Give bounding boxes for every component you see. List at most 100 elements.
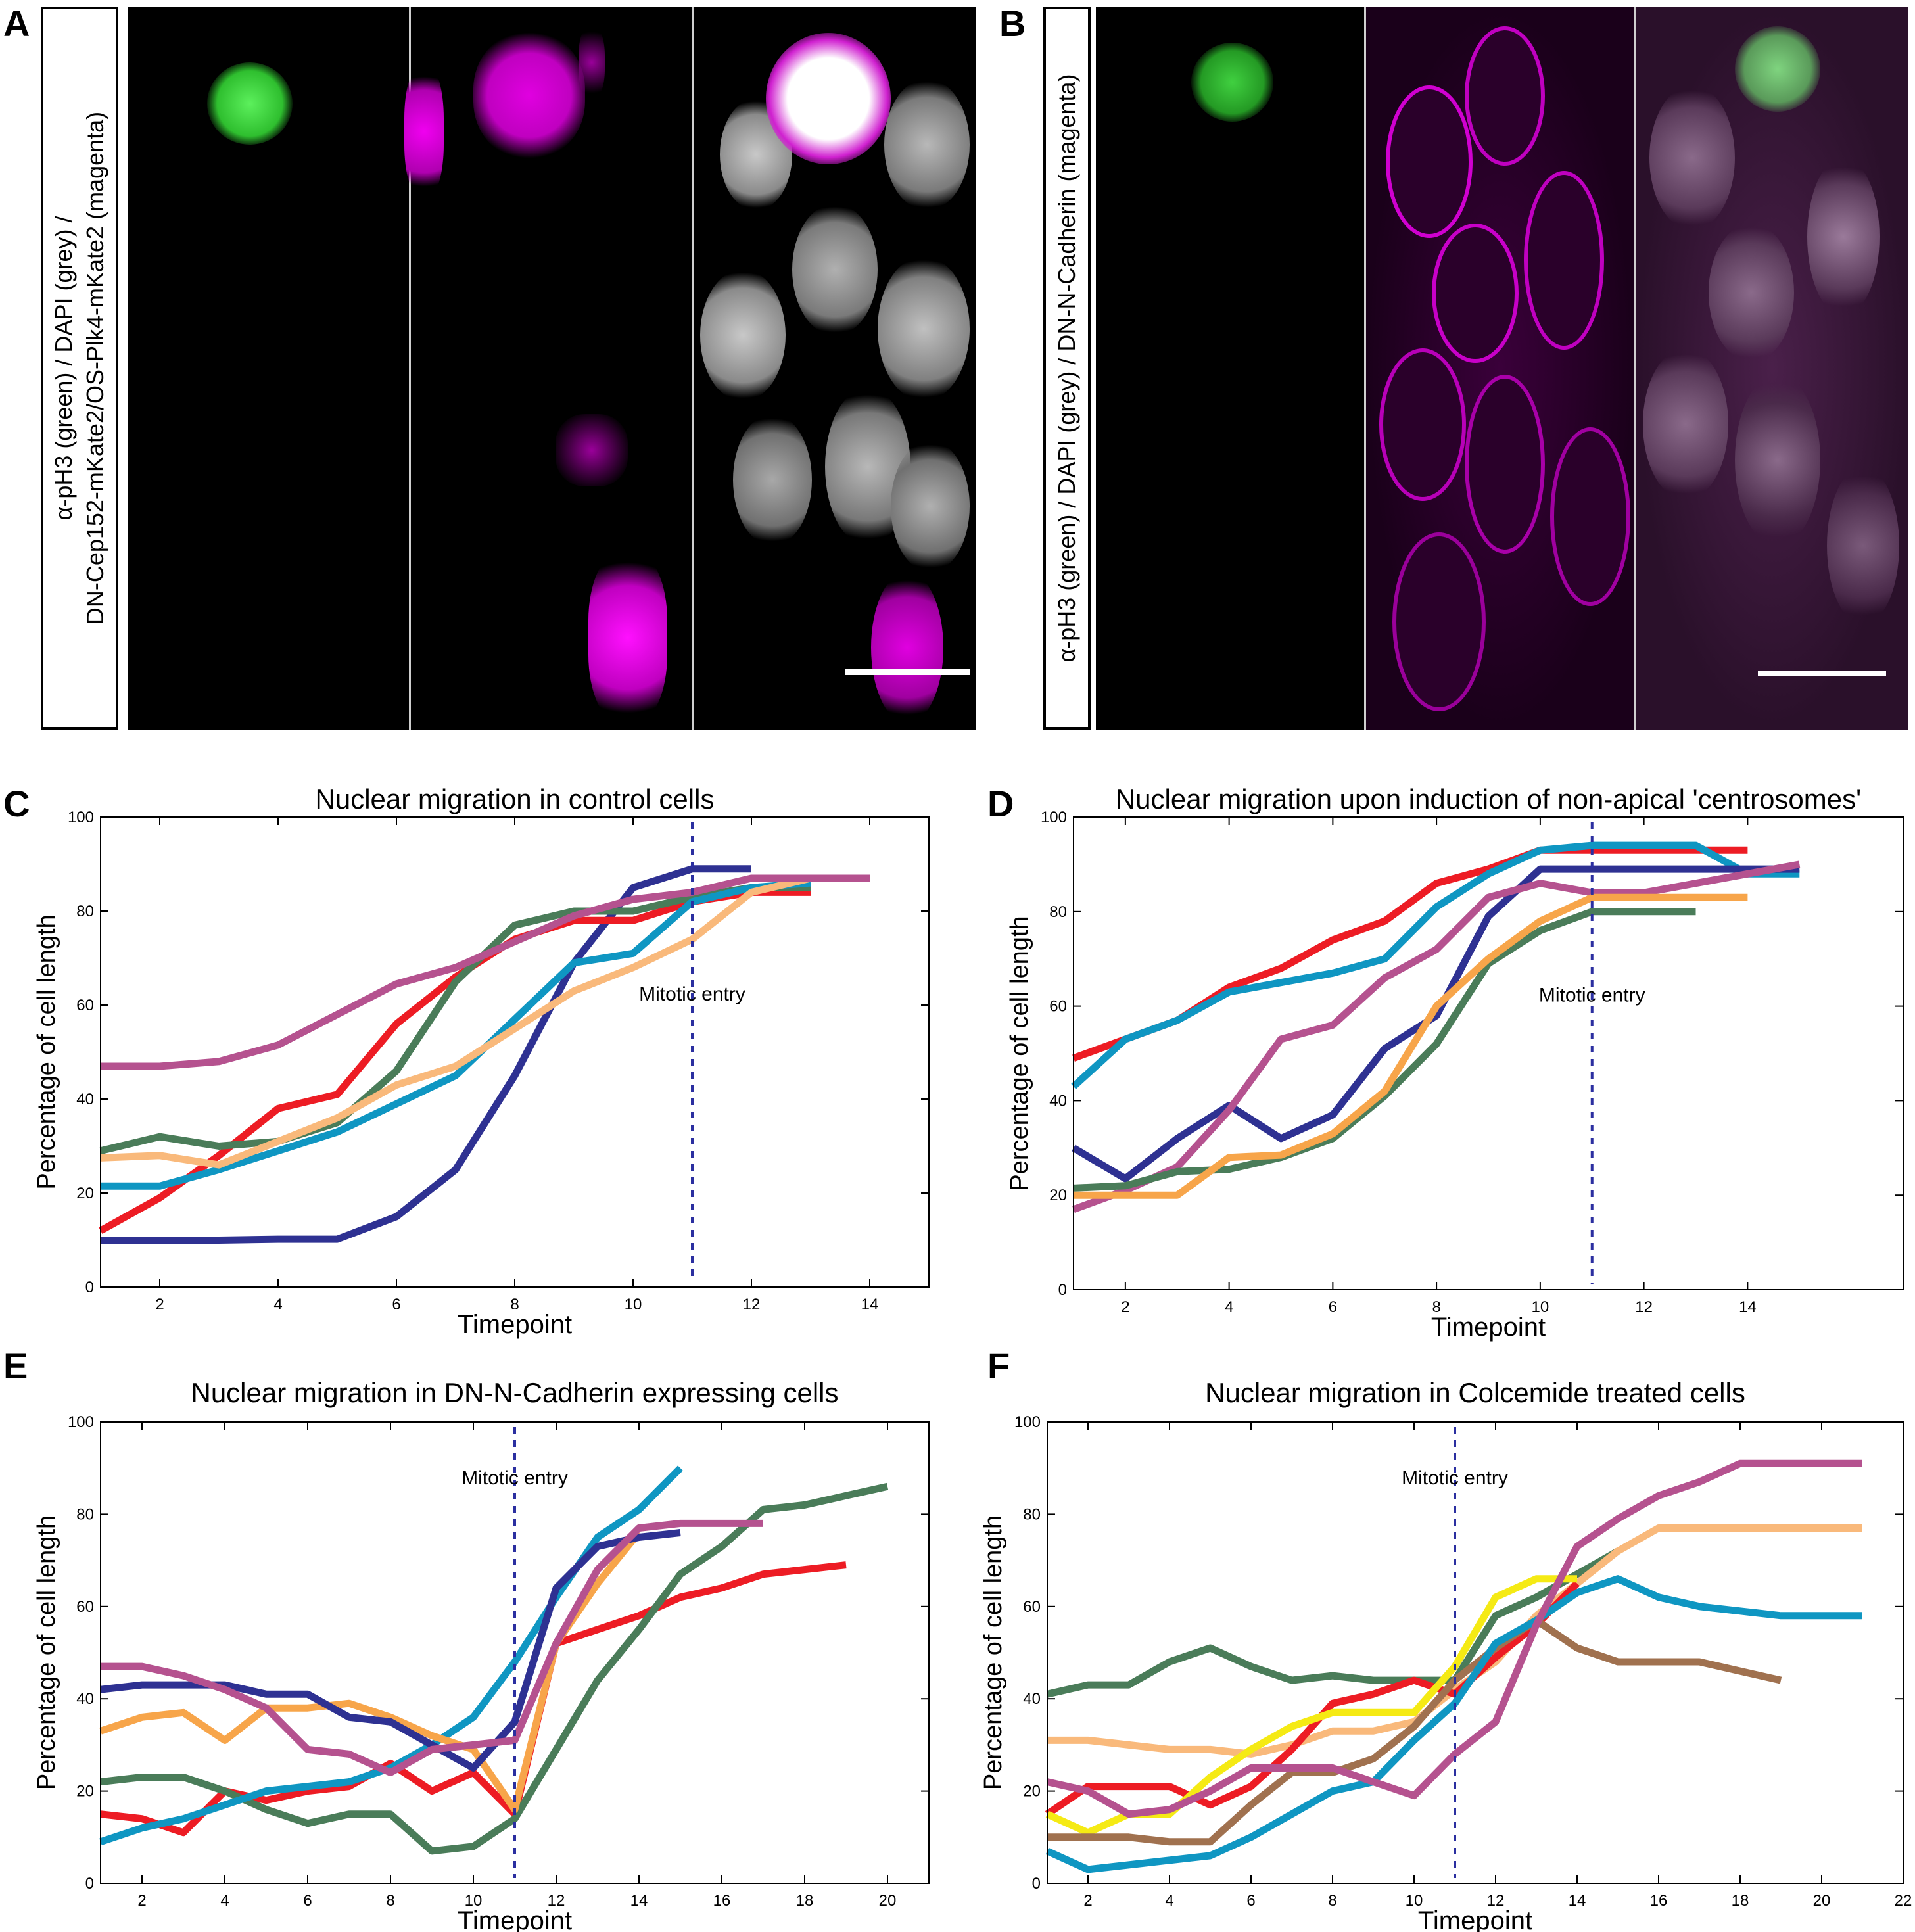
chart-e-series-orange-line (99, 1530, 642, 1814)
chart-f-x-tick-label: 14 (1569, 1892, 1586, 1910)
chart-e-series-navy-line (100, 1529, 681, 1772)
chart-d-series-orange-line (1074, 893, 1748, 1199)
chart-e-mitotic-entry-label: Mitotic entry (461, 1467, 568, 1489)
micrograph-b-divider-2 (1634, 7, 1636, 730)
chart-d-y-tick-label: 40 (1049, 1092, 1067, 1110)
chart-d-series-navy-line (1072, 865, 1800, 1183)
panel-letter-b: B (999, 3, 1026, 44)
chart-e-x-tick-label: 14 (630, 1892, 648, 1910)
chart-e-series-cyan-line (99, 1465, 683, 1846)
micrograph-b-green-channel (1096, 7, 1364, 730)
micrograph-a-divider-2 (692, 7, 694, 730)
chart-f-series-brown-line (1047, 1616, 1782, 1846)
chart-e-x-tick-label: 16 (713, 1892, 731, 1910)
chart-c-x-tick-label: 12 (743, 1296, 761, 1313)
chart-c-series-green-line (99, 884, 811, 1155)
chart-e-series-red-line (100, 1561, 847, 1837)
chart-f-y-tick-label: 20 (1023, 1783, 1041, 1801)
chart-e-y-tick-label: 80 (76, 1505, 94, 1523)
chart-d-y-tick-label: 0 (1058, 1281, 1067, 1299)
micrograph-a-green-channel (128, 7, 409, 730)
chart-e-x-tick-label: 12 (548, 1892, 565, 1910)
chart-d-series-pink-line (1072, 860, 1801, 1213)
chart-f-y-tick-label: 80 (1023, 1505, 1041, 1523)
chart-d-x-tick-label: 6 (1329, 1298, 1337, 1316)
chart-c-x-tick-label: 10 (625, 1296, 642, 1313)
chart-d-x-axis-label: Timepoint (1431, 1313, 1546, 1342)
chart-e-x-tick-label: 10 (465, 1892, 483, 1910)
chart-f-y-axis-label: Percentage of cell length (980, 1515, 1007, 1790)
micrograph-a (128, 7, 976, 730)
chart-d: Nuclear migration upon induction of non-… (1006, 784, 1904, 1342)
micrograph-a-merge-channel (694, 7, 976, 730)
chart-e-y-tick-label: 60 (76, 1598, 94, 1616)
chart-e-x-tick-label: 2 (137, 1892, 146, 1910)
chart-d-x-tick-label: 8 (1432, 1298, 1440, 1316)
chart-f-series-red-line (1045, 1580, 1580, 1818)
chart-c-y-tick-label: 80 (76, 903, 94, 920)
chart-d-y-tick-label: 100 (1041, 809, 1067, 826)
chart-e-y-tick-label: 20 (76, 1783, 94, 1801)
chart-e-x-tick-label: 4 (220, 1892, 229, 1910)
chart-d-x-tick-label: 14 (1739, 1298, 1757, 1316)
chart-f-y-tick-label: 100 (1014, 1413, 1041, 1431)
chart-d-y-tick-label: 60 (1049, 998, 1067, 1016)
chart-f-series-green-line (1046, 1547, 1620, 1698)
micrograph-a-label: α-pH3 (green) / DAPI (grey) / DN-Cep152-… (41, 7, 118, 730)
chart-f-x-tick-label: 6 (1246, 1892, 1255, 1910)
chart-c-x-tick-label: 4 (273, 1296, 282, 1313)
micrograph-a-scale-bar (845, 669, 970, 675)
chart-c-y-tick-label: 100 (68, 809, 94, 826)
micrograph-b-merge-channel (1636, 7, 1908, 730)
chart-e-plot-frame (100, 1421, 930, 1884)
chart-d-y-axis-label: Percentage of cell length (1006, 916, 1033, 1190)
chart-f-x-tick-label: 10 (1406, 1892, 1423, 1910)
chart-c-title: Nuclear migration in control cells (316, 784, 715, 814)
chart-e-x-tick-label: 6 (303, 1892, 312, 1910)
chart-e-series-green-line (100, 1482, 889, 1855)
chart-d-series-green-line (1073, 908, 1696, 1192)
chart-f-y-tick-label: 40 (1023, 1690, 1041, 1708)
chart-c-series-navy-line (101, 865, 751, 1244)
chart-c-series-pink-line (101, 874, 870, 1070)
panel-letter-c: C (3, 783, 30, 824)
chart-f-x-tick-label: 12 (1487, 1892, 1505, 1910)
chart-f-series-pink-line (1046, 1459, 1862, 1818)
chart-c-mitotic-entry-label: Mitotic entry (639, 983, 745, 1005)
chart-e-x-tick-label: 8 (386, 1892, 394, 1910)
micrograph-b-magenta-channel (1366, 7, 1634, 730)
chart-c-y-tick-label: 20 (76, 1185, 94, 1202)
chart-e-x-tick-label: 20 (879, 1892, 897, 1910)
chart-f: Nuclear migration in Colcemide treated c… (980, 1377, 1912, 1932)
chart-e: Nuclear migration in DN-N-Cadherin expre… (33, 1377, 930, 1932)
chart-d-x-tick-label: 10 (1532, 1298, 1549, 1316)
chart-e-x-axis-label: Timepoint (458, 1906, 572, 1932)
chart-c-y-axis-label: Percentage of cell length (33, 914, 60, 1189)
panel-letter-d: D (987, 783, 1014, 824)
chart-f-x-tick-label: 8 (1328, 1892, 1336, 1910)
chart-d-series-cyan-line (1071, 841, 1800, 1089)
chart-f-x-tick-label: 22 (1895, 1892, 1912, 1910)
chart-d-mitotic-entry-label: Mitotic entry (1539, 984, 1645, 1006)
chart-f-x-tick-label: 18 (1732, 1892, 1749, 1910)
panel-letter-e: E (3, 1345, 28, 1386)
chart-c-x-tick-label: 6 (392, 1296, 400, 1313)
chart-d-title: Nuclear migration upon induction of non-… (1116, 784, 1861, 814)
chart-c-y-tick-label: 40 (76, 1091, 94, 1108)
chart-d-x-tick-label: 12 (1635, 1298, 1653, 1316)
chart-d-x-tick-label: 4 (1225, 1298, 1233, 1316)
chart-f-x-tick-label: 20 (1813, 1892, 1831, 1910)
chart-d-y-tick-label: 80 (1049, 903, 1067, 921)
micrograph-b-scale-bar (1758, 671, 1886, 676)
chart-e-y-tick-label: 0 (85, 1875, 94, 1893)
chart-e-y-tick-label: 40 (76, 1690, 94, 1708)
micrograph-b-label: α-pH3 (green) / DAPI (grey) / DN-N-Cadhe… (1043, 7, 1091, 730)
chart-c-series-peach-line (100, 874, 812, 1169)
chart-f-y-tick-label: 0 (1032, 1875, 1041, 1893)
chart-f-title: Nuclear migration in Colcemide treated c… (1205, 1377, 1745, 1408)
panel-letter-a: A (3, 3, 30, 44)
chart-f-x-tick-label: 16 (1650, 1892, 1668, 1910)
chart-f-y-tick-label: 60 (1023, 1598, 1041, 1616)
chart-d-series-red-line (1072, 846, 1748, 1062)
